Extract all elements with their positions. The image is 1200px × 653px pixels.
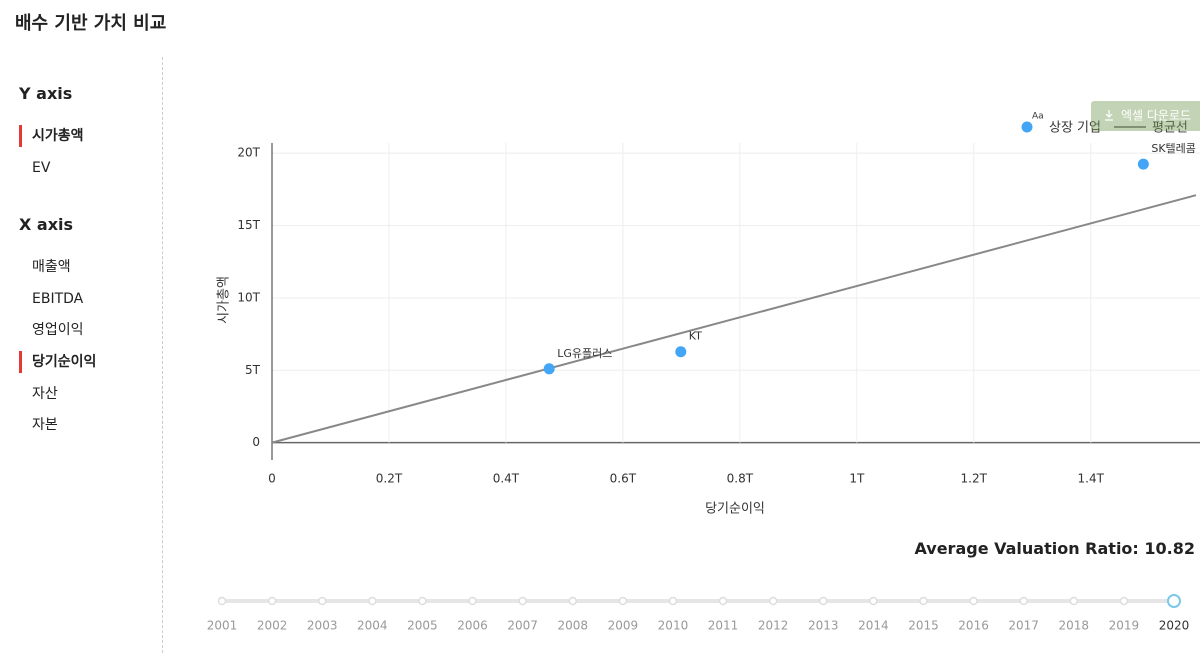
timeline-year[interactable]: 2016 <box>958 619 989 633</box>
timeline-year[interactable]: 2020 <box>1159 619 1190 633</box>
timeline-dot[interactable] <box>1069 596 1079 606</box>
timeline-year[interactable]: 2006 <box>457 619 488 633</box>
axis-option[interactable]: EBITDA <box>32 291 84 307</box>
timeline-year[interactable]: 2009 <box>608 619 639 633</box>
timeline-dot[interactable] <box>969 596 978 606</box>
legend-label: 평균선 <box>1152 121 1188 136</box>
y-tick-label: 0 <box>252 435 260 449</box>
export-button-bg <box>1091 101 1200 131</box>
x-tick-label: 0.8T <box>727 472 754 486</box>
axis-option[interactable]: 시가총액 <box>19 125 84 147</box>
x-tick-label: 0.2T <box>376 472 403 486</box>
point-label: KT <box>689 330 702 343</box>
axis-section-title: X axis <box>19 215 74 234</box>
axis-section-title: Y axis <box>19 84 73 103</box>
y-tick-label: 5T <box>245 363 261 377</box>
average-ratio-value: 10.82 <box>1144 539 1195 558</box>
timeline-dot[interactable] <box>418 596 427 606</box>
y-tick-label: 20T <box>237 146 260 160</box>
export-button-label: 엑셀 다운로드 <box>1121 109 1191 123</box>
timeline-handle[interactable] <box>1167 594 1181 608</box>
sidebar <box>0 57 163 653</box>
average-ratio: Average Valuation Ratio: 10.82 <box>914 539 1195 558</box>
timeline-year[interactable]: 2003 <box>307 619 338 633</box>
point-label: SK텔레콤 <box>1151 142 1196 155</box>
timeline-dot[interactable] <box>368 596 377 606</box>
timeline-dot[interactable] <box>919 596 928 606</box>
timeline-dot[interactable] <box>1119 596 1129 606</box>
y-tick-label: 10T <box>237 290 260 304</box>
header-title: 배수 기반 가치 비교 <box>15 13 167 34</box>
timeline-dot[interactable] <box>568 596 577 606</box>
export-button[interactable]: 엑셀 다운로드 <box>1091 101 1200 131</box>
timeline-dot[interactable] <box>1019 596 1028 606</box>
timeline-dot[interactable] <box>819 596 828 606</box>
x-tick-label: 1.2T <box>961 472 988 486</box>
y-tick-label: 15T <box>237 218 260 232</box>
timeline-year[interactable]: 2011 <box>708 619 739 633</box>
timeline-year[interactable]: 2014 <box>858 619 889 633</box>
timeline-year[interactable]: 2007 <box>507 619 538 633</box>
timeline-year[interactable]: 2001 <box>207 619 238 633</box>
timeline-dot[interactable] <box>317 596 327 606</box>
company-point[interactable] <box>675 346 687 358</box>
timeline-year[interactable]: 2017 <box>1008 619 1039 633</box>
timeline-year[interactable]: 2012 <box>758 619 789 633</box>
timeline-dot[interactable] <box>718 596 728 606</box>
x-tick-label: 0.4T <box>493 472 520 486</box>
legend-marker <box>1021 121 1033 133</box>
timeline-year[interactable]: 2015 <box>908 619 939 633</box>
x-tick-label: 0.6T <box>610 472 637 486</box>
timeline-year[interactable]: 2013 <box>808 619 839 633</box>
x-axis-title: 당기순이익 <box>705 502 765 517</box>
timeline-dot[interactable] <box>869 596 878 606</box>
timeline-year[interactable]: 2019 <box>1109 619 1140 633</box>
timeline-year[interactable]: 2018 <box>1059 619 1090 633</box>
timeline-year[interactable]: 2005 <box>407 619 438 633</box>
timeline-dot[interactable] <box>518 596 527 606</box>
axis-option[interactable]: 영업이익 <box>32 322 84 338</box>
timeline-year[interactable]: 2004 <box>357 619 388 633</box>
average-line <box>271 194 1197 444</box>
legend-icon-text: Aa <box>1032 112 1044 122</box>
timeline-year[interactable]: 2002 <box>257 619 288 633</box>
axis-option[interactable]: 당기순이익 <box>18 351 97 373</box>
timeline-year[interactable]: 2010 <box>658 619 689 633</box>
axis-option[interactable]: 매출액 <box>32 259 71 275</box>
axis-option[interactable]: 자본 <box>32 417 58 433</box>
x-tick-label: 1T <box>849 472 865 486</box>
point-label: LG유플러스 <box>557 347 612 360</box>
x-tick-label: 1.4T <box>1078 472 1105 486</box>
y-axis-title: 시가총액 <box>217 276 232 324</box>
timeline-year[interactable]: 2008 <box>557 619 588 633</box>
download-icon <box>1105 110 1113 121</box>
company-point[interactable] <box>543 363 555 375</box>
timeline-dot[interactable] <box>468 596 477 606</box>
x-tick-label: 0 <box>268 472 276 486</box>
axis-option[interactable]: 자산 <box>32 386 58 402</box>
timeline-dot[interactable] <box>668 596 678 606</box>
timeline-dot[interactable] <box>768 596 778 606</box>
timeline-dot[interactable] <box>618 596 628 606</box>
timeline-dot[interactable] <box>267 596 277 606</box>
average-ratio-label: Average Valuation Ratio: <box>914 539 1138 558</box>
timeline-dot[interactable] <box>217 596 227 606</box>
legend-label: 상장 기업 <box>1049 121 1101 136</box>
axis-option[interactable]: EV <box>32 160 51 176</box>
company-point[interactable] <box>1137 158 1149 170</box>
